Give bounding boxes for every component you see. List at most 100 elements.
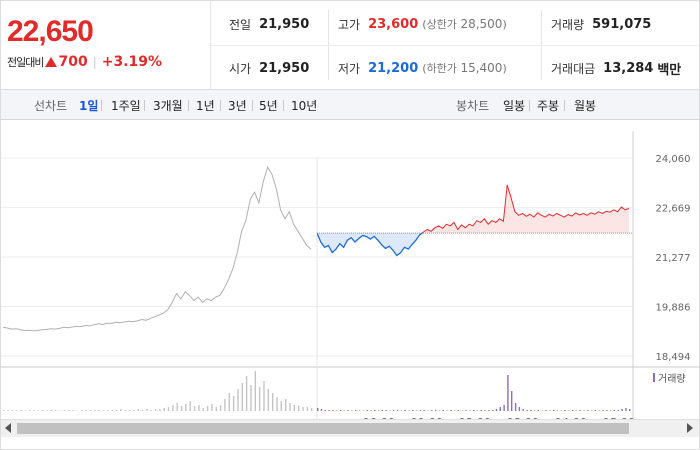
volume-bar — [400, 410, 403, 411]
volume-bar — [111, 410, 113, 411]
amount-label: 거래대금 — [551, 61, 596, 76]
volume-bar — [298, 406, 300, 411]
volume-bar — [336, 410, 338, 411]
volume-bar — [625, 408, 627, 411]
volume-bar — [311, 408, 313, 411]
volume-bar — [431, 410, 433, 411]
volume-bar — [533, 410, 536, 411]
tab-weekly-candle[interactable]: 주봉 — [537, 99, 560, 113]
volume-bar — [124, 410, 126, 411]
volume-bar — [415, 410, 418, 411]
volume-bar — [306, 407, 309, 411]
candle-chart-label: 봉차트 — [456, 99, 490, 113]
amount-value: 13,284 — [603, 60, 654, 76]
volume-bar — [232, 396, 235, 411]
volume-bar — [72, 410, 74, 411]
volume-bar — [480, 410, 482, 411]
divider — [283, 100, 284, 111]
tab-daily-candle[interactable]: 일봉 — [503, 99, 526, 113]
lower-limit-value: 15,400 — [460, 61, 503, 75]
volume-bar — [29, 410, 31, 411]
scroll-left-arrow-icon[interactable] — [5, 423, 11, 433]
volume-bar — [423, 410, 425, 411]
volume-bar — [606, 410, 608, 411]
scroll-right-arrow-icon[interactable] — [687, 423, 693, 433]
volume-bar — [289, 403, 291, 411]
volume-bar — [396, 410, 399, 411]
y-tick-label: 22,669 — [656, 204, 691, 215]
change-value: 700 — [58, 54, 88, 70]
amount-unit: 백만 — [657, 62, 682, 78]
tab-1w[interactable]: 1주일 — [111, 99, 141, 113]
volume-bar — [180, 406, 183, 411]
tab-5y[interactable]: 5년 — [259, 99, 278, 113]
volume-bar — [237, 389, 239, 411]
volume-bar — [250, 385, 252, 411]
upper-limit-label: 상한가 — [426, 18, 457, 31]
volume-bar — [245, 376, 248, 411]
tab-1y[interactable]: 1년 — [196, 99, 215, 113]
volume-bar — [499, 407, 501, 411]
volume-bar — [419, 410, 422, 411]
volume-bar — [146, 409, 148, 411]
tab-3y[interactable]: 3년 — [228, 99, 247, 113]
prev-close-label: 전일 — [229, 17, 252, 32]
scrollbar-thumb[interactable] — [17, 423, 629, 434]
volume-bar — [37, 410, 40, 411]
volume-bar — [473, 410, 475, 411]
volume-bar — [518, 407, 521, 411]
volume-bar — [42, 410, 44, 411]
divider — [252, 100, 253, 111]
volume-bar — [621, 409, 623, 411]
volume-bar — [317, 408, 319, 411]
volume-bar — [302, 407, 304, 411]
divider — [211, 45, 699, 46]
volume-bar — [154, 409, 157, 411]
quote-summary: 22,650 전일대비 700 | +3.19% 전일 21,950 고가 23… — [1, 1, 699, 90]
volume-bar — [514, 403, 517, 411]
volume-bar — [629, 409, 631, 411]
volume-bar — [241, 383, 243, 411]
volume-bar — [438, 410, 441, 411]
tab-monthly-candle[interactable]: 월봉 — [574, 99, 597, 113]
volume-bar — [358, 410, 361, 411]
volume-bar — [343, 410, 345, 411]
volume-bar — [20, 410, 22, 411]
divider: | — [92, 55, 97, 69]
volume-bar — [385, 410, 387, 411]
volume-bar — [137, 409, 139, 411]
volume-bar — [258, 387, 261, 411]
volume-bar — [355, 410, 357, 411]
chart-scrollbar[interactable] — [1, 419, 699, 437]
volume-bar — [215, 407, 217, 411]
volume-bar — [3, 410, 5, 411]
volume-bar — [324, 410, 326, 411]
volume-bar — [594, 410, 597, 411]
volume-bar — [442, 410, 444, 411]
volume-bar — [285, 399, 287, 411]
volume-bar — [427, 410, 429, 411]
volume-bar — [320, 409, 323, 411]
volume-bar — [461, 410, 463, 411]
volume-bar — [568, 410, 570, 411]
volume-bar — [163, 408, 165, 411]
series-line-today-down — [317, 233, 424, 257]
up-triangle-icon — [45, 57, 58, 67]
y-tick-label: 21,277 — [656, 253, 691, 264]
volume-bar — [59, 410, 61, 411]
volume-bar — [102, 410, 105, 411]
tab-1d[interactable]: 1일 — [79, 99, 99, 113]
divider — [564, 100, 565, 111]
divider — [101, 100, 102, 111]
volume-bar — [7, 410, 9, 411]
volume-bar — [347, 410, 349, 411]
open-price: 시가 21,950 — [229, 46, 309, 90]
tab-3m[interactable]: 3개월 — [153, 99, 183, 113]
trade-amount: 거래대금 13,284 백만 — [551, 46, 681, 90]
tab-10y[interactable]: 10년 — [291, 99, 318, 113]
day-high: 고가 23,600 (상한가 28,500) — [338, 2, 507, 46]
divider — [144, 100, 145, 111]
volume-bar — [556, 410, 559, 411]
